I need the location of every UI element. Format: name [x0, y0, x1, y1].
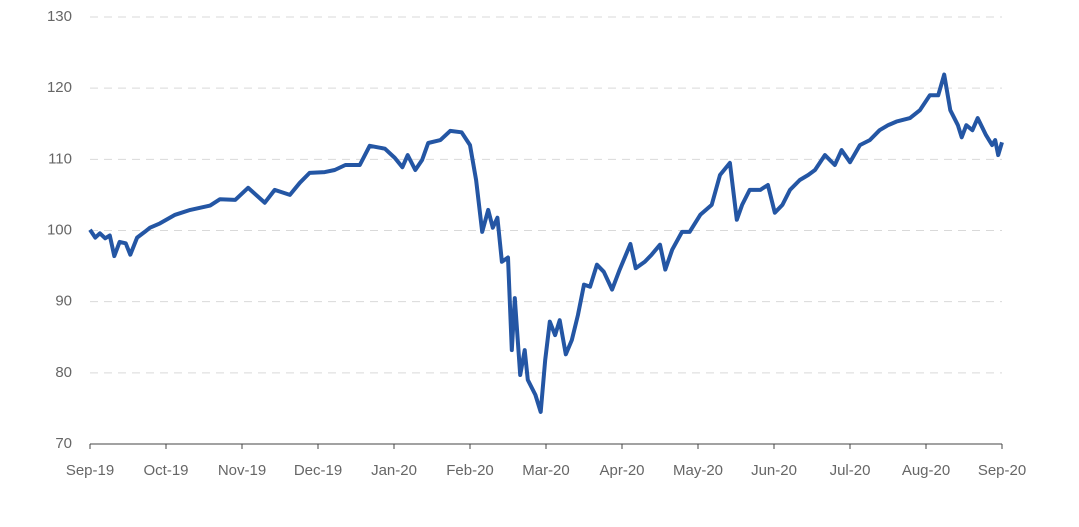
x-tick-label: Aug-20	[902, 462, 950, 479]
x-tick-label: Mar-20	[522, 462, 570, 479]
x-tick-label: Feb-20	[446, 462, 494, 479]
y-tick-label: 130	[47, 8, 72, 25]
x-tick-label: Apr-20	[599, 462, 644, 479]
y-tick-label: 80	[55, 364, 72, 381]
x-tick-label: Jan-20	[371, 462, 417, 479]
x-tick-label: Sep-20	[978, 462, 1026, 479]
y-tick-label: 110	[48, 150, 72, 167]
x-tick-label: Jun-20	[751, 462, 797, 479]
x-tick-label: Oct-19	[143, 462, 188, 479]
y-tick-label: 100	[47, 221, 72, 238]
x-tick-label: Jul-20	[830, 462, 871, 479]
y-tick-label: 120	[47, 79, 72, 96]
line-series	[88, 72, 1004, 414]
y-tick-label: 90	[55, 293, 72, 310]
x-tick-label: May-20	[673, 462, 723, 479]
x-tick-label: Dec-19	[294, 462, 342, 479]
y-tick-label: 70	[55, 435, 72, 452]
x-tick-label: Sep-19	[66, 462, 114, 479]
x-tick-label: Nov-19	[218, 462, 266, 479]
